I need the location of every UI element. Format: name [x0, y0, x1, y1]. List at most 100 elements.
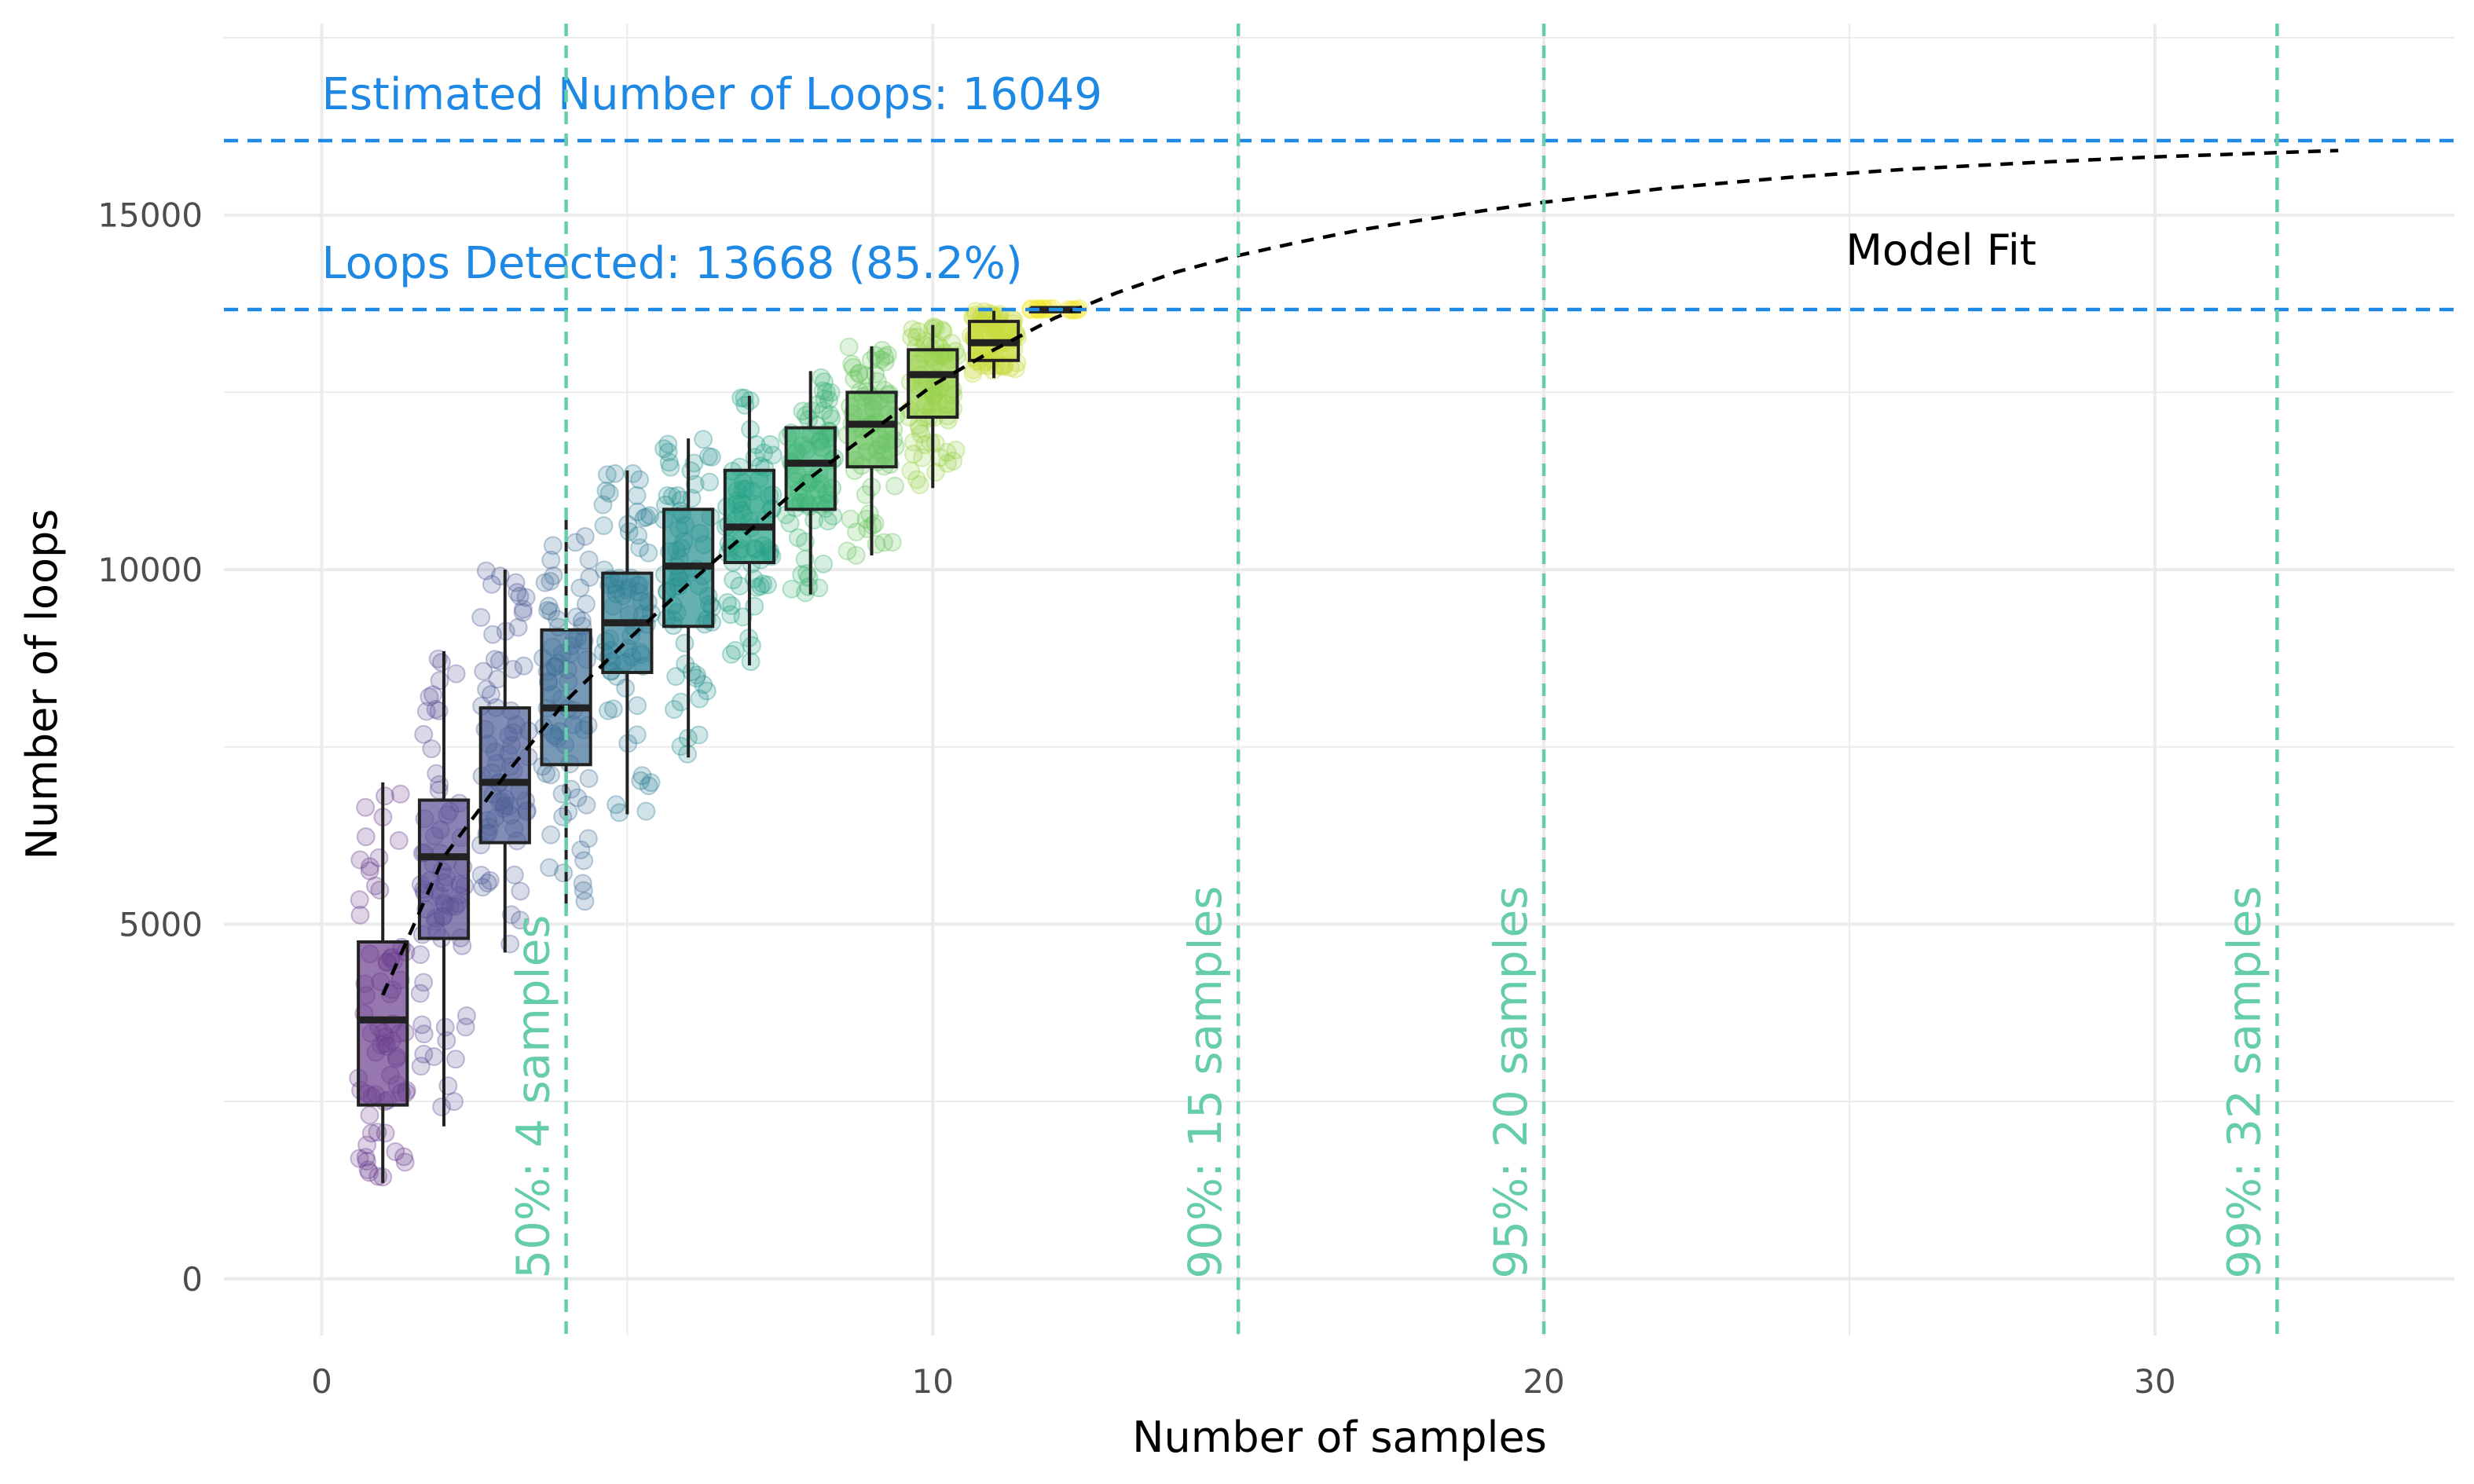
jitter-point	[921, 433, 940, 453]
jitter-point	[812, 368, 831, 387]
jitter-point	[357, 1135, 377, 1155]
jitter-point	[875, 352, 895, 372]
jitter-point	[376, 786, 395, 806]
jitter-point	[658, 442, 678, 462]
boxplot-5	[601, 470, 654, 815]
jitter-point	[780, 513, 800, 533]
jitter-point	[503, 659, 522, 679]
jitter-point	[414, 1024, 434, 1044]
jitter-point	[574, 881, 593, 900]
jitter-point	[903, 445, 923, 464]
jitter-point	[907, 328, 926, 347]
jitter-point	[356, 797, 376, 817]
jitter-point	[913, 448, 933, 467]
jitter-point	[628, 696, 647, 716]
jitter-point	[788, 528, 808, 548]
box	[907, 348, 959, 420]
jitter-point	[933, 322, 953, 342]
jitter-point	[508, 583, 527, 603]
boxplots	[357, 306, 1081, 1183]
jitter-point	[658, 434, 678, 454]
jitter-point	[431, 653, 451, 672]
jitter-point	[903, 320, 922, 339]
jitter-point	[471, 607, 491, 627]
y-tick-label: 10000	[97, 551, 203, 589]
jitter-point	[394, 1147, 414, 1167]
jitter-point	[640, 506, 660, 526]
model-fit: Model Fit	[381, 148, 2339, 996]
jitter-point	[630, 470, 650, 489]
jitter-point	[480, 870, 500, 890]
jitter-point	[839, 337, 859, 357]
jitter-point	[412, 1015, 432, 1035]
jitter-point	[636, 507, 656, 527]
jitter-point	[733, 607, 753, 627]
jitter-point	[570, 578, 590, 598]
jitter-point	[799, 577, 819, 596]
jitter-point	[849, 365, 869, 384]
jitter-point	[504, 865, 524, 885]
jitter-point	[742, 636, 761, 655]
jitter-point	[360, 1163, 379, 1182]
jitter-point	[694, 430, 713, 449]
reference-lines-horizontal: Estimated Number of Loops: 16049 Loops De…	[224, 69, 2454, 312]
jitter-point	[837, 541, 857, 561]
jitter-point	[540, 858, 559, 878]
jitter-point	[629, 526, 648, 545]
jitter-point	[875, 347, 895, 367]
jitter-point	[423, 685, 443, 705]
jitter-point	[411, 945, 431, 965]
jitter-point	[416, 702, 436, 721]
jitter-point	[910, 475, 929, 495]
jitter-point	[575, 526, 595, 546]
jitter-point	[690, 689, 709, 709]
jitter-point	[420, 687, 439, 707]
y-tick-label: 5000	[119, 905, 203, 944]
jitter-point	[694, 675, 713, 694]
boxplot-11	[967, 310, 1021, 379]
jitter-point	[641, 773, 661, 793]
boxplot-1	[357, 782, 409, 1183]
jitter-point	[571, 840, 591, 859]
jitter-point	[350, 850, 370, 870]
jitter-point	[598, 701, 618, 720]
grid	[224, 24, 2454, 1336]
jitter-point	[541, 765, 560, 785]
jitter-point	[668, 486, 687, 505]
jitter-point	[573, 874, 592, 893]
vertical-reference-label: 99%: 32 samples	[2217, 886, 2271, 1279]
jitter-point	[596, 481, 616, 500]
jitter-point	[541, 825, 561, 845]
x-tick-label: 20	[1523, 1362, 1564, 1401]
jitter-point	[483, 625, 503, 644]
jitter-point	[514, 656, 533, 676]
jitter-point	[485, 650, 504, 669]
jitter-point	[456, 1006, 476, 1025]
jitter-point	[946, 440, 966, 460]
box	[784, 426, 837, 511]
jitter-point	[538, 600, 558, 620]
model-fit-label: Model Fit	[1845, 225, 2036, 275]
jitter-point	[717, 592, 737, 612]
jitter-point	[544, 566, 563, 585]
jitter-point	[350, 890, 369, 910]
jitter-point	[639, 776, 658, 796]
jitter-point	[630, 538, 650, 558]
jitter-point	[580, 567, 599, 587]
vertical-reference-label: 50%: 4 samples	[507, 914, 560, 1278]
box	[357, 940, 409, 1107]
jitter-point	[376, 1123, 395, 1143]
jitter-point	[662, 486, 682, 506]
jitter-point	[627, 486, 647, 505]
jitter-point	[866, 346, 885, 365]
jitter-point	[445, 1092, 464, 1112]
box	[417, 798, 471, 940]
jitter-point	[575, 892, 595, 911]
jitter-point	[422, 739, 442, 759]
jitter-point	[506, 573, 526, 592]
jitter-point	[579, 768, 599, 788]
jitter-point	[605, 464, 625, 483]
jitter-point	[386, 1142, 405, 1162]
jitter-point	[593, 495, 613, 515]
boxplot-6	[662, 438, 715, 758]
